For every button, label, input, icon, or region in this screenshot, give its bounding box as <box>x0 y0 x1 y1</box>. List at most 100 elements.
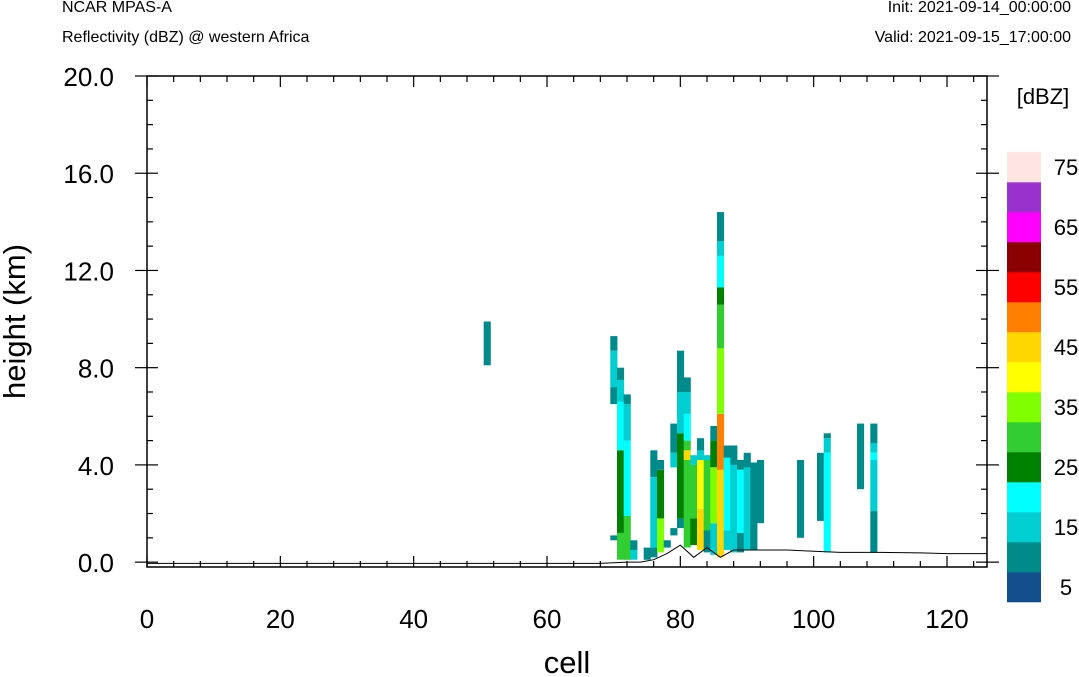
reflectivity-cell <box>870 511 878 553</box>
y-tick-label: 0.0 <box>78 548 114 578</box>
reflectivity-cell <box>617 367 625 380</box>
reflectivity-cell <box>870 452 878 461</box>
reflectivity-cell <box>650 450 658 477</box>
y-tick-label: 12.0 <box>63 256 114 286</box>
terrain-line <box>147 544 987 564</box>
reflectivity-cell <box>657 469 665 519</box>
plot-frame <box>146 75 988 568</box>
reflectivity-cell <box>797 460 805 538</box>
reflectivity-cell <box>623 394 631 405</box>
colorbar-swatch <box>1007 572 1041 603</box>
reflectivity-cell <box>683 377 691 392</box>
x-tick-label: 80 <box>666 604 695 634</box>
reflectivity-cell <box>710 467 718 524</box>
reflectivity-cell <box>677 433 685 519</box>
colorbar-tick-label: 75 <box>1054 155 1078 180</box>
reflectivity-cell <box>870 423 878 443</box>
reflectivity-cell <box>697 450 705 460</box>
x-tick-label: 0 <box>140 604 154 634</box>
reflectivity-cell <box>683 392 691 414</box>
reflectivity-cell <box>723 457 731 531</box>
reflectivity-cell <box>650 477 658 548</box>
reflectivity-cell <box>610 387 618 405</box>
y-tick-labels: 0.0 4.0 8.0 12.0 16.0 20.0 <box>63 62 114 578</box>
reflectivity-cell <box>677 518 685 529</box>
colorbar-swatch <box>1007 242 1041 273</box>
reflectivity-cell <box>683 460 691 548</box>
reflectivity-cell <box>870 443 878 453</box>
reflectivity-cell <box>737 469 745 533</box>
reflectivity-cell <box>757 460 765 524</box>
reflectivity-cell <box>737 533 745 553</box>
colorbar-swatch <box>1007 482 1041 513</box>
terrain-layer <box>147 544 987 564</box>
x-tick-label: 40 <box>399 604 428 634</box>
reflectivity-cell <box>657 518 665 553</box>
reflectivity-cell <box>690 455 698 465</box>
reflectivity-cell <box>750 462 758 550</box>
reflectivity-cell <box>663 540 671 548</box>
colorbar-tick-label: 35 <box>1054 395 1078 420</box>
reflectivity-cell <box>670 452 678 468</box>
colorbar-tick-label: 65 <box>1054 215 1078 240</box>
y-axis-title: height (km) <box>0 244 32 399</box>
reflectivity-cell <box>630 540 638 550</box>
reflectivity-cell <box>670 528 678 536</box>
reflectivity-cell <box>683 440 691 451</box>
reflectivity-cell <box>683 450 691 460</box>
reflectivity-cell <box>610 350 618 388</box>
reflectivity-cell <box>717 413 725 470</box>
reflectivity-cell <box>717 348 725 414</box>
axis-ticks <box>135 75 999 567</box>
reflectivity-cell <box>657 460 665 470</box>
colorbar-unit-label: [dBZ] <box>1017 84 1070 109</box>
reflectivity-cell <box>710 426 718 441</box>
y-tick-label: 16.0 <box>63 159 114 189</box>
colorbar-swatch <box>1007 392 1041 423</box>
colorbar-swatch <box>1007 512 1041 543</box>
x-tick-labels: 0 20 40 60 80 100 120 <box>140 604 969 634</box>
colorbar-tick-label: 45 <box>1054 335 1078 360</box>
colorbar-swatch <box>1007 452 1041 483</box>
reflectivity-cell <box>723 445 731 458</box>
reflectivity-cell <box>717 287 725 305</box>
reflectivity-cell <box>623 516 631 560</box>
colorbar-swatch <box>1007 182 1041 213</box>
reflectivity-cell <box>717 304 725 349</box>
colorbar: 5 15 25 35 45 55 65 75 <box>1007 152 1078 603</box>
colorbar-swatch <box>1007 212 1041 243</box>
reflectivity-cell <box>697 438 705 451</box>
reflectivity-cell <box>683 413 691 441</box>
reflectivity-cell <box>823 433 831 439</box>
reflectivity-cell <box>623 404 631 441</box>
reflectivity-cell <box>610 336 618 351</box>
x-tick-label: 120 <box>925 604 968 634</box>
y-tick-label: 8.0 <box>78 354 114 384</box>
reflectivity-cell <box>710 440 718 468</box>
x-axis-title: cell <box>544 645 591 677</box>
colorbar-swatch <box>1007 332 1041 363</box>
colorbar-tick-label: 15 <box>1054 515 1078 540</box>
init-time: Init: 2021-09-14_00:00:00 <box>887 0 1071 16</box>
colorbar-swatch <box>1007 422 1041 453</box>
reflectivity-cell <box>630 550 638 560</box>
x-tick-label: 100 <box>792 604 835 634</box>
y-tick-label: 20.0 <box>63 62 114 92</box>
reflectivity-cell <box>703 460 711 531</box>
reflectivity-cell <box>710 523 718 555</box>
reflectivity-cell <box>643 547 651 560</box>
reflectivity-cell <box>690 464 698 519</box>
y-tick-label: 4.0 <box>78 451 114 481</box>
colorbar-tick-label: 5 <box>1060 575 1072 600</box>
reflectivity-cell <box>723 530 731 550</box>
reflectivity-cell <box>617 379 625 402</box>
reflectivity-cell <box>737 460 745 470</box>
colorbar-swatch <box>1007 542 1041 573</box>
x-tick-label: 20 <box>266 604 295 634</box>
colorbar-swatch <box>1007 302 1041 333</box>
reflectivity-cell <box>697 460 705 509</box>
reflectivity-cell <box>817 452 825 521</box>
reflectivity-cell <box>717 255 725 288</box>
reflectivity-cell <box>677 392 685 434</box>
